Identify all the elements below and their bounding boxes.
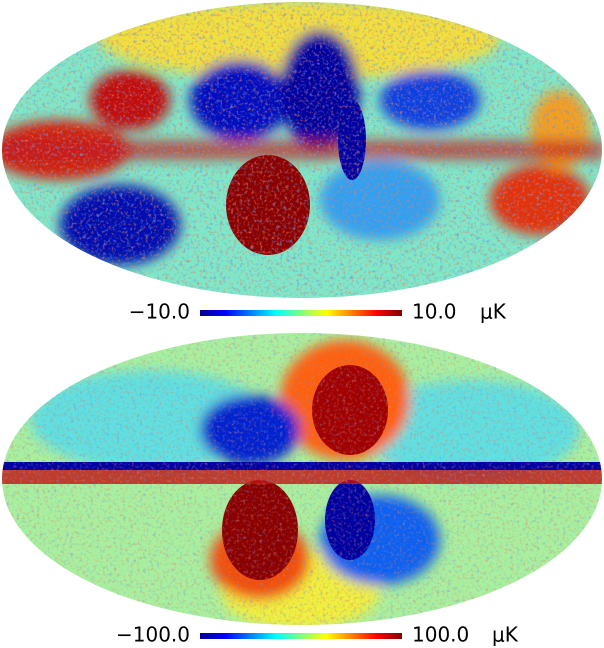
colorbar xyxy=(200,633,402,639)
colorbar-max: 100.0 xyxy=(412,623,469,647)
sky-map-1 xyxy=(2,2,602,298)
colorbar-min: −10.0 xyxy=(129,300,190,324)
colorbar xyxy=(200,310,402,316)
colorbar-unit: μK xyxy=(492,623,519,647)
colorbar-unit: μK xyxy=(480,300,507,324)
colorbar-max: 10.0 xyxy=(412,300,457,324)
colorbar-min: −100.0 xyxy=(116,623,190,647)
sky-map-2 xyxy=(2,333,602,625)
